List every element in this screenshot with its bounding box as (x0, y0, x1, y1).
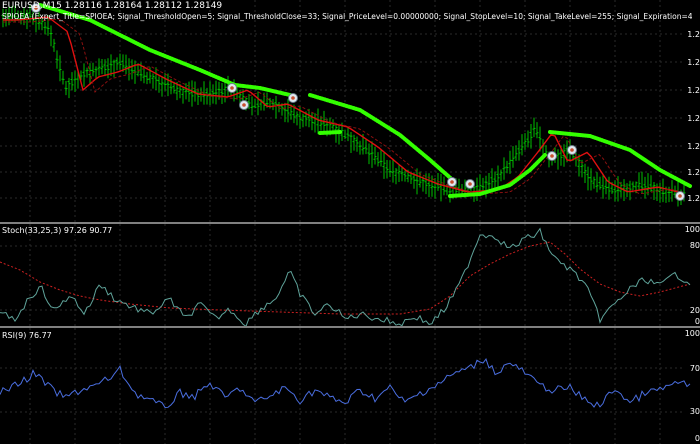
trade-marker-dot-icon (468, 182, 472, 186)
price-scale-3: 1.2 (687, 86, 700, 95)
trailing-stop-line-3 (318, 130, 342, 135)
price-scale-1: 1.2 (687, 30, 700, 39)
trailing-stop-line-0 (38, 3, 237, 87)
stochastic-main-line (0, 227, 691, 326)
trailing-stop-line-4 (448, 153, 547, 198)
rsi-scale-30: 30 (689, 407, 700, 416)
trailing-stop-line-1 (233, 83, 292, 97)
rsi-pane[interactable]: RSI(9) 76.77 100 70 30 0 (0, 328, 700, 444)
symbol-info-label: EURUSD,M15 1.28116 1.28164 1.28112 1.281… (2, 1, 223, 11)
trade-marker-dot-icon (678, 194, 682, 198)
stochastic-chart[interactable] (0, 224, 700, 326)
trade-marker-dot-icon (291, 96, 295, 100)
pane-separator-1[interactable] (0, 222, 700, 224)
stoch-scale-20: 20 (689, 306, 700, 315)
stochastic-label: Stoch(33,25,3) 97.26 90.77 (2, 226, 113, 235)
trade-marker-dot-icon (450, 180, 454, 184)
trade-marker-dot-icon (570, 148, 574, 152)
slow-average-line (3, 18, 684, 195)
price-scale-5: 1.2 (687, 142, 700, 151)
moving-average-line (3, 16, 684, 194)
expert-advisor-info-label: SPIOEA (Expert_Title=SPIOEA; Signal_Thre… (2, 12, 692, 21)
stoch-scale-100: 100 (684, 225, 700, 234)
stochastic-signal-line (0, 241, 691, 315)
trailing-stop-line-5 (548, 130, 692, 188)
price-scale-6: 1.2 (687, 168, 700, 177)
stoch-scale-0: 0 (694, 317, 700, 326)
rsi-scale-0: 0 (694, 434, 700, 443)
stoch-scale-80: 80 (689, 241, 700, 250)
rsi-chart[interactable] (0, 328, 700, 444)
price-scale-2: 1.2 (687, 58, 700, 67)
rsi-label: RSI(9) 76.77 (2, 331, 52, 340)
rsi-line (0, 358, 691, 408)
rsi-scale-100: 100 (684, 329, 700, 338)
trade-marker-dot-icon (550, 154, 554, 158)
price-scale-4: 1.2 (687, 114, 700, 123)
price-chart[interactable] (0, 0, 700, 222)
price-chart-pane[interactable]: EURUSD,M15 1.28116 1.28164 1.28112 1.281… (0, 0, 700, 222)
price-scale-7: 1.2 (687, 194, 700, 203)
trade-marker-dot-icon (242, 103, 246, 107)
trade-marker-dot-icon (230, 86, 234, 90)
pane-separator-2[interactable] (0, 326, 700, 328)
trade-marker-dot-icon (34, 6, 38, 10)
rsi-scale-70: 70 (689, 364, 700, 373)
trailing-stop-line-2 (308, 93, 457, 184)
stochastic-pane[interactable]: Stoch(33,25,3) 97.26 90.77 100 80 20 0 (0, 224, 700, 326)
